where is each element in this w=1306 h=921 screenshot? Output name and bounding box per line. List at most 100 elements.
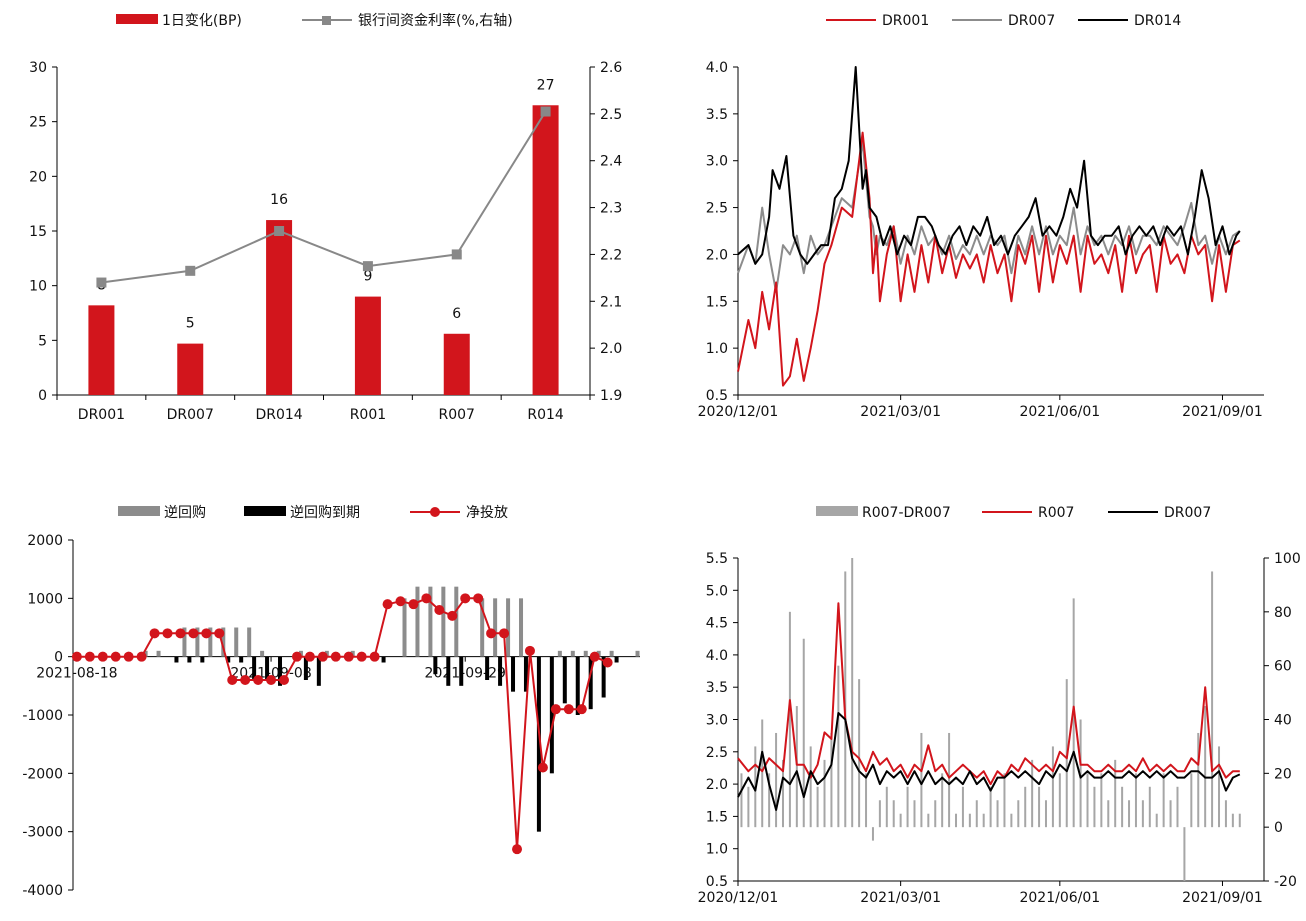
legend-swatch-bar bbox=[118, 506, 160, 516]
line-point bbox=[362, 261, 373, 272]
legend-marker bbox=[322, 16, 331, 25]
bar-spread bbox=[747, 786, 750, 828]
y-tick-label: 5 bbox=[38, 333, 47, 349]
line-point bbox=[136, 651, 147, 662]
legend-label: 银行间资金利率(%,右轴) bbox=[358, 12, 513, 29]
y2-tick-label: 2.0 bbox=[600, 341, 622, 357]
data-label: 16 bbox=[270, 192, 288, 208]
line-point bbox=[550, 704, 561, 715]
bar-reverse-repo bbox=[441, 586, 446, 657]
line-point bbox=[110, 651, 121, 662]
bar-spread bbox=[768, 773, 771, 828]
line-point bbox=[71, 651, 82, 662]
line-point bbox=[175, 628, 186, 639]
y-tick-label: 1000 bbox=[27, 591, 63, 607]
bar-spread bbox=[1058, 773, 1061, 828]
bar-spread bbox=[1107, 800, 1110, 828]
y-tick-label: 15 bbox=[29, 224, 47, 240]
series-line-dr001 bbox=[737, 131, 1241, 387]
bar-spread bbox=[1169, 800, 1172, 828]
legend-label: DR014 bbox=[1134, 13, 1181, 29]
bar-maturity bbox=[278, 656, 283, 686]
bar bbox=[443, 333, 470, 395]
bar-spread bbox=[1183, 827, 1186, 881]
y2-tick-label: 1.9 bbox=[600, 388, 622, 404]
bar-spread bbox=[823, 759, 826, 828]
y2-tick-label: 80 bbox=[1274, 605, 1292, 621]
line-point bbox=[253, 675, 264, 685]
bar-reverse-repo bbox=[428, 586, 433, 657]
bar-spread bbox=[1114, 759, 1117, 828]
y2-tick-label: 0 bbox=[1274, 820, 1283, 836]
chart-reverse-repo-operations: 逆回购 逆回购到期 净投放 -4000 -3000 -2000 -1000 0 1000 2000… bbox=[22, 505, 640, 899]
line-point bbox=[266, 675, 277, 685]
line-point bbox=[96, 277, 107, 288]
bar-reverse-repo bbox=[247, 627, 252, 657]
line-point bbox=[84, 651, 95, 662]
bar-spread bbox=[1204, 706, 1207, 828]
bar-spread bbox=[1224, 800, 1227, 828]
bar-maturity bbox=[239, 656, 244, 663]
line-point bbox=[356, 651, 367, 662]
bar-spread bbox=[934, 800, 937, 828]
bar-spread bbox=[775, 732, 778, 828]
line-point bbox=[576, 704, 587, 715]
x-tick-label: 2021/03/01 bbox=[860, 890, 941, 906]
y2-tick-label: 2.5 bbox=[600, 107, 622, 123]
bar-reverse-repo bbox=[609, 650, 614, 657]
line-point bbox=[291, 651, 302, 662]
legend-label: 逆回购到期 bbox=[290, 505, 360, 521]
bar-reverse-repo bbox=[182, 627, 187, 657]
bar-maturity bbox=[459, 656, 464, 686]
x-tick-label: 2020/12/01 bbox=[698, 890, 779, 906]
bar-reverse-repo bbox=[506, 598, 511, 657]
bar-spread bbox=[1121, 786, 1124, 828]
bar-spread bbox=[1190, 773, 1193, 828]
bar-reverse-repo bbox=[570, 650, 575, 657]
bar-spread bbox=[885, 786, 888, 828]
y-tick-label: 2000 bbox=[27, 533, 63, 549]
bar-spread bbox=[927, 813, 930, 828]
bar-spread bbox=[961, 786, 964, 828]
y-tick-label: 0.5 bbox=[706, 874, 728, 890]
line-point bbox=[330, 651, 341, 662]
x-tick-label: 2021/06/01 bbox=[1019, 890, 1100, 906]
legend-label: DR001 bbox=[882, 13, 929, 29]
bar bbox=[177, 343, 204, 395]
y-tick-label: 4.0 bbox=[706, 648, 728, 664]
bar-spread bbox=[948, 732, 951, 828]
bar-reverse-repo bbox=[402, 598, 407, 657]
bar-maturity bbox=[252, 656, 257, 680]
y-tick-label: 1.5 bbox=[706, 294, 728, 310]
bar-maturity bbox=[575, 656, 580, 715]
line-point bbox=[540, 106, 551, 117]
bar-maturity bbox=[498, 656, 503, 686]
line-point bbox=[188, 628, 199, 639]
bar-spread bbox=[1231, 813, 1234, 828]
bar-reverse-repo bbox=[493, 598, 498, 657]
line-point bbox=[447, 610, 458, 621]
bar-maturity bbox=[187, 656, 192, 663]
line-point bbox=[317, 651, 328, 662]
y-tick-label: 2.0 bbox=[706, 247, 728, 263]
bar-reverse-repo bbox=[195, 627, 200, 657]
bar-spread bbox=[761, 719, 764, 828]
bar-maturity bbox=[601, 656, 606, 698]
y-tick-label: 0 bbox=[38, 388, 47, 404]
bar-reverse-repo bbox=[519, 598, 524, 657]
bar-spread bbox=[1051, 746, 1054, 828]
y2-tick-label: -20 bbox=[1274, 874, 1297, 890]
line-point bbox=[563, 704, 574, 715]
y-tick-label: 2.5 bbox=[706, 745, 728, 761]
legend-label: DR007 bbox=[1164, 505, 1211, 521]
bar-maturity bbox=[588, 656, 593, 710]
x-tick-label: 2021/09/01 bbox=[1182, 404, 1263, 420]
y-tick-label: 0.5 bbox=[706, 388, 728, 404]
bar-maturity bbox=[226, 656, 231, 663]
bar-spread bbox=[795, 706, 798, 828]
line-point bbox=[589, 651, 600, 662]
line-point bbox=[97, 651, 108, 662]
line-point bbox=[602, 657, 613, 668]
bar-reverse-repo bbox=[557, 650, 562, 657]
